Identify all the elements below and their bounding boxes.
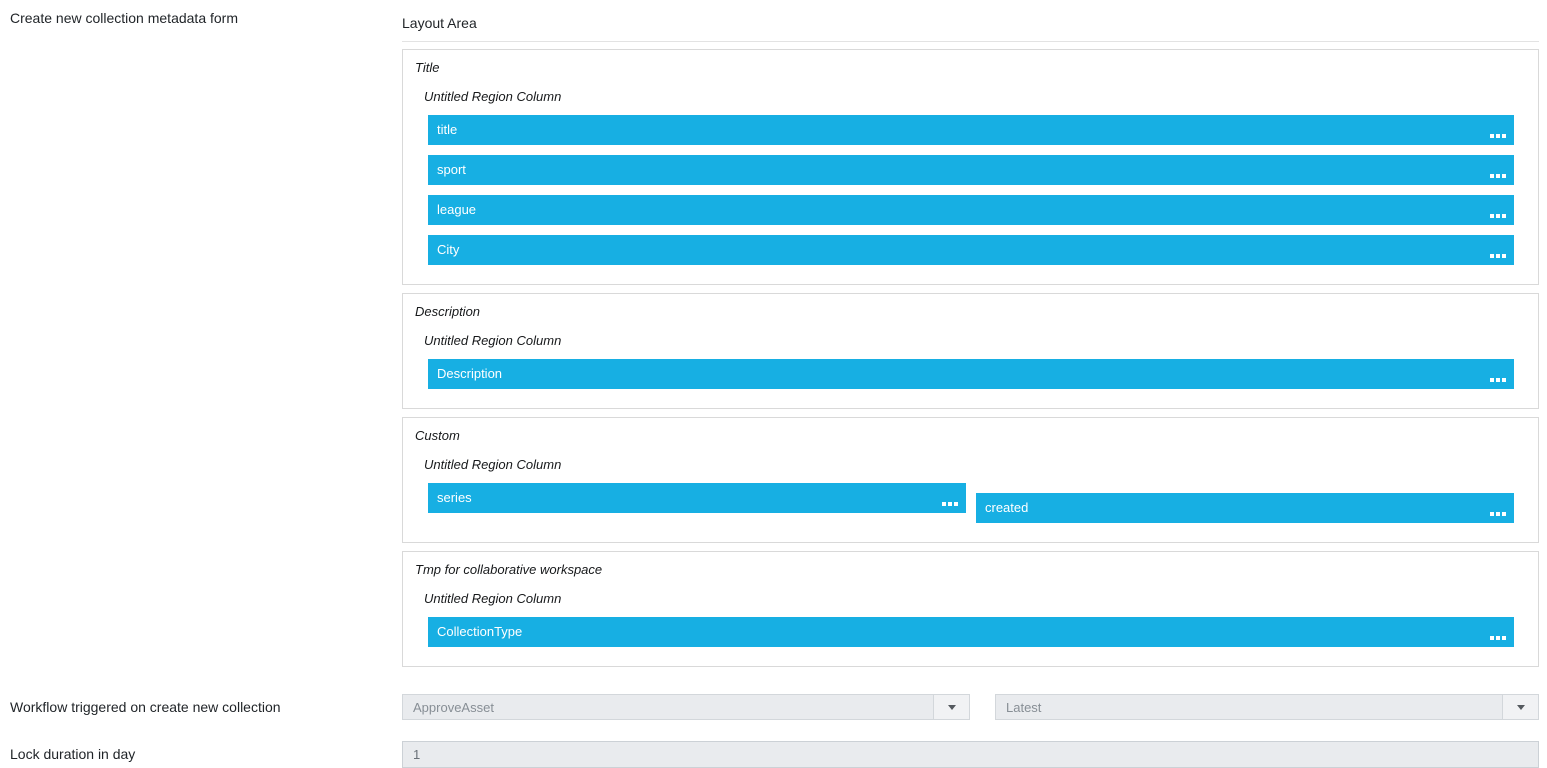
section-custom: Custom Untitled Region Column series cre… [402,417,1539,543]
field-bar-label: CollectionType [437,624,523,639]
drag-handle-icon[interactable] [942,502,958,506]
section-title: Title Untitled Region Column title sport… [402,49,1539,285]
section-title-heading: Custom [415,428,460,443]
field-bar-created[interactable]: created [976,493,1514,523]
field-bar-list: CollectionType [428,617,1514,647]
workflow-label: Workflow triggered on create new collect… [10,698,281,715]
lock-duration-input[interactable] [402,741,1539,768]
drag-handle-icon[interactable] [1490,254,1506,258]
field-bar-label: sport [437,162,466,177]
field-bar-city[interactable]: City [428,235,1514,265]
region-column-label: Untitled Region Column [424,89,562,104]
field-bar-list: title sport league City [428,115,1514,265]
workflow-controls: ApproveAsset Latest [402,694,1539,720]
field-bar-league[interactable]: league [428,195,1514,225]
field-bar-label: City [437,242,460,257]
lock-duration-row: Lock duration in day [0,741,1547,768]
field-bar-sport[interactable]: sport [428,155,1514,185]
metadata-form-row: Create new collection metadata form Layo… [10,0,1539,667]
field-bar-label: Description [437,366,503,381]
workflow-select-button[interactable] [933,695,969,719]
field-bar-collectiontype[interactable]: CollectionType [428,617,1514,647]
layout-area-divider [402,41,1539,42]
region-column-label: Untitled Region Column [424,591,562,606]
workflow-row: Workflow triggered on create new collect… [0,694,1547,720]
chevron-down-icon [947,704,956,710]
field-bar-label: series [437,490,472,505]
workflow-version-select[interactable]: Latest [995,694,1539,720]
section-title-heading: Title [415,60,440,75]
field-bar-list: Description [428,359,1514,389]
workflow-select-value: ApproveAsset [413,699,494,715]
lock-duration-controls [402,741,1539,768]
region-column-label: Untitled Region Column [424,457,562,472]
drag-handle-icon[interactable] [1490,378,1506,382]
workflow-version-select-button[interactable] [1502,695,1538,719]
field-bar-label: league [437,202,477,217]
layout-area-title: Layout Area [402,15,477,31]
field-bar-label: title [437,122,458,137]
workflow-select[interactable]: ApproveAsset [402,694,970,720]
section-title-heading: Description [415,304,481,319]
field-bar-list: series created [428,483,1514,523]
drag-handle-icon[interactable] [1490,214,1506,218]
section-description: Description Untitled Region Column Descr… [402,293,1539,409]
workflow-version-select-value: Latest [1006,699,1042,715]
section-title-heading: Tmp for collaborative workspace [415,562,603,577]
field-bar-series[interactable]: series [428,483,966,513]
metadata-form-label: Create new collection metadata form [10,10,238,26]
chevron-down-icon [1516,704,1525,710]
drag-handle-icon[interactable] [1490,512,1506,516]
drag-handle-icon[interactable] [1490,174,1506,178]
field-bar-label: created [985,500,1029,515]
layout-area: Layout Area Title Untitled Region Column… [402,0,1539,667]
drag-handle-icon[interactable] [1490,134,1506,138]
field-bar-title[interactable]: title [428,115,1514,145]
lock-duration-label: Lock duration in day [10,746,136,762]
drag-handle-icon[interactable] [1490,636,1506,640]
field-bar-description[interactable]: Description [428,359,1514,389]
section-tmp-collaborative-workspace: Tmp for collaborative workspace Untitled… [402,551,1539,667]
region-column-label: Untitled Region Column [424,333,562,348]
